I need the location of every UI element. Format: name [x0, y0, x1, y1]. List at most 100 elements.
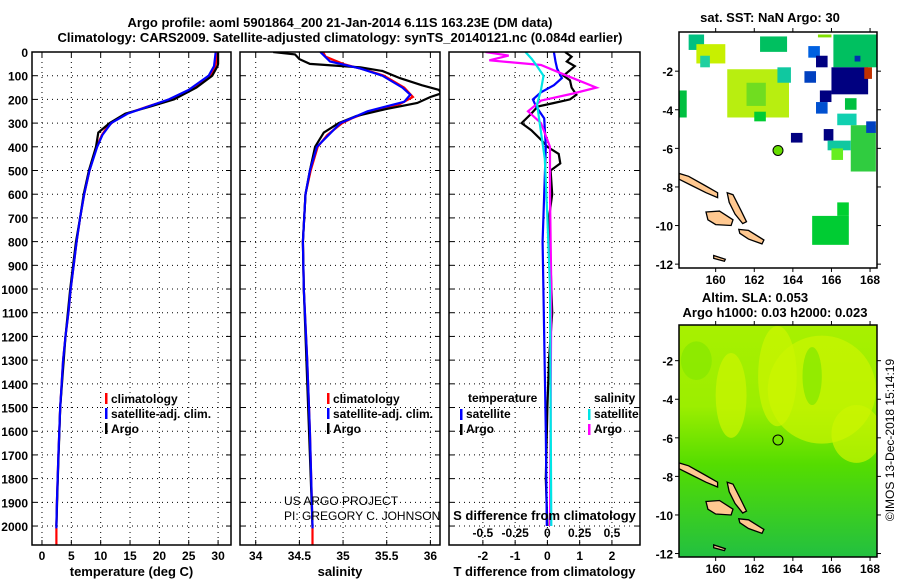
figure-title-line1: Argo profile: aoml 5901864_200 21-Jan-20… — [128, 15, 553, 30]
plot-frame — [239, 51, 441, 546]
sst-cell — [823, 129, 834, 141]
island-land — [679, 172, 719, 199]
x-tick-label: 36 — [424, 549, 438, 563]
map-content — [679, 34, 877, 262]
sst-cell — [831, 148, 844, 160]
depth-tick-label: 0 — [21, 46, 28, 60]
lon-tick-label: 166 — [821, 562, 841, 576]
sst-cell — [746, 82, 766, 106]
s-tick-label: -0.5 — [473, 526, 494, 540]
s-tick-label: 0 — [544, 526, 551, 540]
legend-swatch — [588, 424, 591, 435]
island-land — [737, 518, 765, 535]
x-tick-label: 30 — [211, 549, 225, 563]
legend-title: temperature — [468, 391, 538, 405]
lat-tick-label: -2 — [662, 65, 673, 79]
legend-swatch — [327, 393, 330, 404]
sla-map-subtitle: Argo h1000: 0.03 h2000: 0.023 — [683, 305, 868, 320]
sst-cell — [679, 90, 687, 118]
lat-tick-label: -6 — [662, 432, 673, 446]
legend-label: climatology — [333, 392, 400, 406]
x-tick-label: 0 — [544, 549, 551, 563]
x-tick-label: 0 — [39, 549, 46, 563]
series-group — [485, 52, 600, 527]
island-land — [726, 191, 748, 225]
island-land — [713, 254, 727, 262]
legend-swatch — [460, 409, 463, 420]
legend-label: Argo — [333, 422, 361, 436]
x-tick-label: 25 — [182, 549, 196, 563]
x-tick-label: 34.5 — [288, 549, 312, 563]
sst-cell — [854, 55, 861, 62]
lat-tick-label: -12 — [656, 548, 674, 562]
legend-swatch — [105, 393, 108, 404]
lat-tick-label: -12 — [656, 258, 674, 272]
depth-tick-label: 600 — [8, 188, 28, 202]
legend-label: Argo — [466, 422, 494, 436]
island-land — [726, 481, 748, 514]
sla-low-anomaly — [802, 347, 822, 406]
s-tick-label: 0.5 — [604, 526, 621, 540]
series-line-s-satellite — [524, 52, 553, 527]
sst-cell — [833, 34, 877, 68]
sst-cell — [831, 67, 869, 95]
sla-low-anomaly — [680, 341, 712, 380]
project-credit: US ARGO PROJECT — [284, 494, 399, 508]
lat-tick-label: -8 — [662, 181, 673, 195]
depth-tick-label: 400 — [8, 141, 28, 155]
lat-tick-label: -4 — [662, 393, 673, 407]
depth-tick-label: 1700 — [1, 449, 28, 463]
depth-tick-label: 1300 — [1, 354, 28, 368]
sst-map-title: sat. SST: NaN Argo: 30 — [700, 10, 840, 25]
sst-cell — [844, 98, 857, 110]
depth-tick-label: 900 — [8, 259, 28, 273]
argo-position-marker — [772, 434, 784, 446]
panel-salinity: 34 34.5 35 35.5 36 salinity climatologysatelli… — [239, 51, 441, 579]
sla-high-anomaly — [758, 325, 797, 427]
lon-tick-label: 160 — [706, 562, 726, 576]
lon-tick-label: 168 — [860, 273, 880, 287]
legend-label: satellite-adj. clim. — [333, 407, 433, 421]
legend-swatch — [105, 423, 108, 434]
legend-swatch — [327, 423, 330, 434]
lon-tick-label: 164 — [783, 562, 803, 576]
sla-high-anomaly — [831, 405, 877, 463]
lat-tick-label: -10 — [656, 509, 674, 523]
x-tick-label: -2 — [478, 549, 489, 563]
x-tick-label: 34 — [249, 549, 263, 563]
panel-differences: -2 -1 0 1 2T difference from climatology temp… — [448, 51, 641, 579]
sst-cell — [866, 121, 876, 133]
depth-tick-label: 1500 — [1, 402, 28, 416]
legend-label: Argo — [111, 422, 139, 436]
sst-cell — [777, 67, 791, 83]
lat-tick-label: -2 — [662, 355, 673, 369]
s-tick-label: -0.25 — [501, 526, 529, 540]
s-tick-label: 0.25 — [568, 526, 592, 540]
legend-label: satellite-adj. clim. — [111, 407, 211, 421]
depth-tick-label: 1200 — [1, 330, 28, 344]
legend-label: climatology — [111, 392, 178, 406]
sst-cell — [827, 140, 851, 151]
argo-position-marker — [772, 144, 784, 156]
figure-title-line2: Climatology: CARS2009. Satellite-adjuste… — [58, 30, 623, 45]
lon-tick-label: 164 — [783, 273, 803, 287]
sst-cell — [754, 111, 766, 122]
lon-tick-label: 166 — [821, 273, 841, 287]
lon-tick-label: 160 — [706, 273, 726, 287]
legend-swatch — [105, 408, 108, 419]
depth-tick-label: 800 — [8, 236, 28, 250]
legend-swatch — [327, 408, 330, 419]
depth-tick-label: 300 — [8, 117, 28, 131]
legend-title: salinity — [594, 391, 636, 405]
x-tick-label: 20 — [153, 549, 167, 563]
lon-tick-label: 162 — [744, 273, 764, 287]
x-tick-label: -1 — [510, 549, 521, 563]
sst-cell — [819, 90, 832, 103]
map-content — [679, 325, 877, 557]
series-line-satellite-adj-clim- — [55, 52, 217, 529]
island-land — [705, 210, 734, 227]
sst-cell — [812, 215, 849, 245]
depth-tick-label: 100 — [8, 70, 28, 84]
map-sla_map: 160 162 164 166 168 -2 -4 -6 -8 -10 -12 — [656, 321, 881, 576]
depth-tick-label: 500 — [8, 165, 28, 179]
